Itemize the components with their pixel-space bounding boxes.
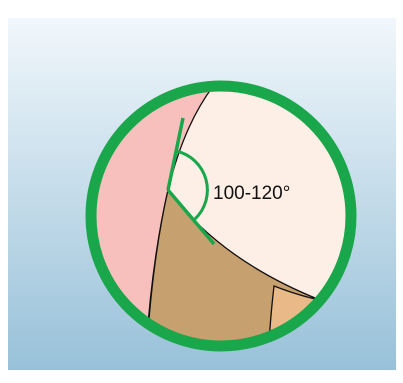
angle-label: 100-120°	[213, 183, 290, 204]
angle-line	[166, 117, 185, 191]
lens-ring	[85, 80, 357, 352]
angle-line	[166, 188, 216, 246]
angle-arc	[175, 149, 209, 221]
